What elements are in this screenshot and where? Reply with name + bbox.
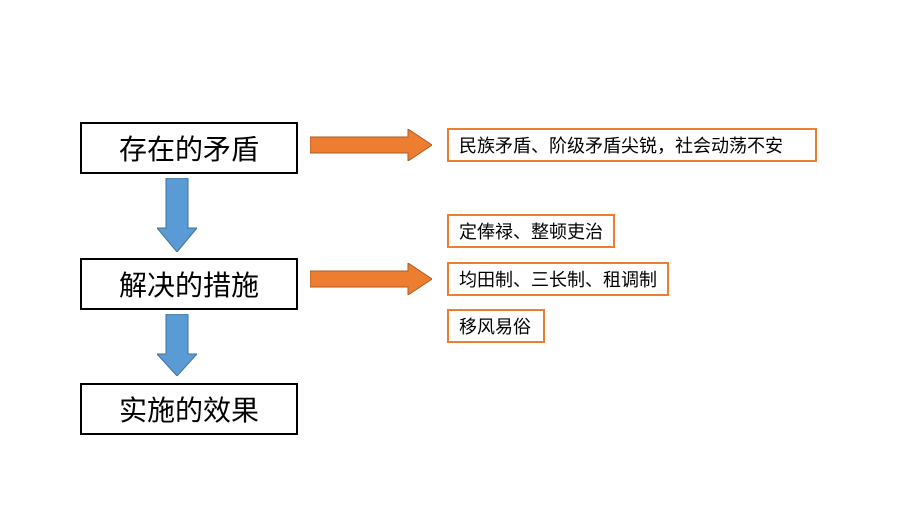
main-node-effects: 实施的效果 xyxy=(80,383,298,435)
detail-node-label: 民族矛盾、阶级矛盾尖锐，社会动荡不安 xyxy=(459,132,783,158)
main-node-label: 实施的效果 xyxy=(119,389,259,429)
main-node-measures: 解决的措施 xyxy=(80,258,298,310)
arrow-down-icon xyxy=(157,314,197,376)
main-node-label: 存在的矛盾 xyxy=(119,128,259,168)
detail-node-contradictions: 民族矛盾、阶级矛盾尖锐，社会动荡不安 xyxy=(447,128,817,162)
detail-node-customs: 移风易俗 xyxy=(447,309,545,343)
detail-node-label: 均田制、三长制、租调制 xyxy=(459,266,657,292)
arrow-down-icon xyxy=(157,178,197,252)
detail-node-label: 定俸禄、整顿吏治 xyxy=(459,218,603,244)
detail-node-salary: 定俸禄、整顿吏治 xyxy=(447,214,615,248)
detail-node-land: 均田制、三长制、租调制 xyxy=(447,262,669,296)
main-node-label: 解决的措施 xyxy=(119,264,259,304)
arrow-right-icon xyxy=(310,129,432,161)
arrow-right-icon xyxy=(310,263,432,295)
detail-node-label: 移风易俗 xyxy=(459,313,531,339)
main-node-contradictions: 存在的矛盾 xyxy=(80,122,298,174)
